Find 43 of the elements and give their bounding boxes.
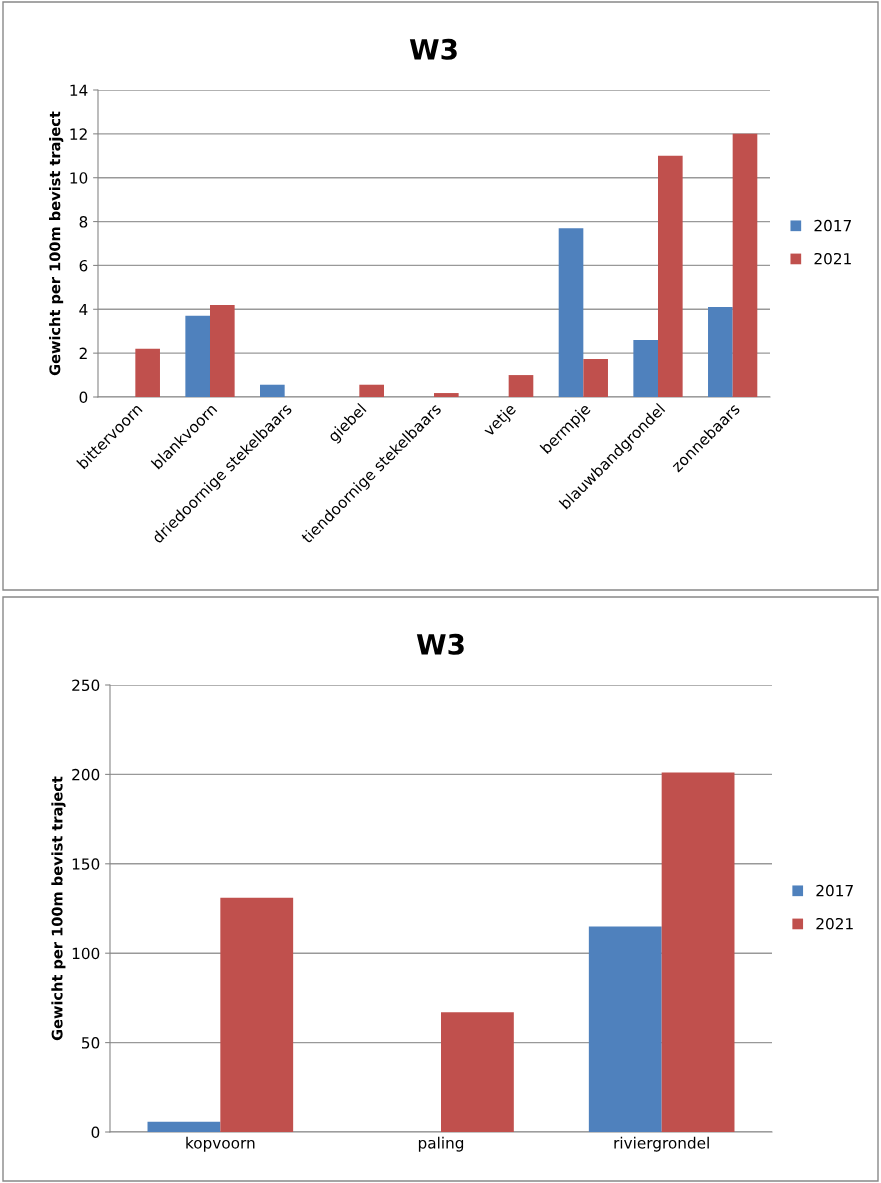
bar xyxy=(434,393,459,397)
y-axis-title: Gewicht per 100m bevist traject xyxy=(51,776,66,1041)
bar xyxy=(633,339,658,397)
bar xyxy=(658,155,683,397)
x-tick-label: paling xyxy=(418,1136,464,1152)
bar xyxy=(508,375,534,397)
x-tick-label: riviergrondel xyxy=(614,1136,709,1152)
bar xyxy=(558,228,584,397)
y-tick-label: 250 xyxy=(72,679,100,692)
bar xyxy=(588,926,662,1132)
bar xyxy=(732,133,758,397)
x-tick-label: kopvoorn xyxy=(186,1136,255,1152)
y-tick-label: 12 xyxy=(70,128,87,140)
bar xyxy=(441,1012,514,1132)
bar xyxy=(135,348,160,397)
y-axis-title: Gewicht per 100m bevist traject xyxy=(49,111,64,376)
legend-label: 2021 xyxy=(814,252,851,265)
bar xyxy=(708,307,733,397)
y-tick-label: 50 xyxy=(82,1037,100,1049)
y-tick-label: 8 xyxy=(79,216,88,228)
bar xyxy=(359,384,384,397)
legend-label: 2017 xyxy=(814,219,851,232)
chart-title: W3 xyxy=(409,38,457,60)
bar xyxy=(210,304,235,397)
bar xyxy=(147,1121,221,1132)
legend-label: 2021 xyxy=(816,917,853,930)
bar xyxy=(260,384,285,397)
y-tick-label: 10 xyxy=(70,172,88,184)
bar xyxy=(583,359,608,397)
y-tick-label: 100 xyxy=(72,947,100,960)
y-tick-label: 2 xyxy=(79,347,87,359)
bar xyxy=(661,772,735,1132)
bar xyxy=(185,315,210,397)
y-tick-label: 200 xyxy=(72,768,100,781)
y-tick-label: 4 xyxy=(79,303,88,316)
y-tick-label: 0 xyxy=(79,391,88,404)
chart-title: W3 xyxy=(416,633,464,655)
legend-label: 2017 xyxy=(816,884,853,897)
y-tick-label: 14 xyxy=(70,84,88,96)
y-tick-label: 150 xyxy=(72,858,100,870)
bar xyxy=(220,897,294,1132)
y-tick-label: 6 xyxy=(79,259,88,272)
y-tick-label: 0 xyxy=(91,1126,100,1139)
